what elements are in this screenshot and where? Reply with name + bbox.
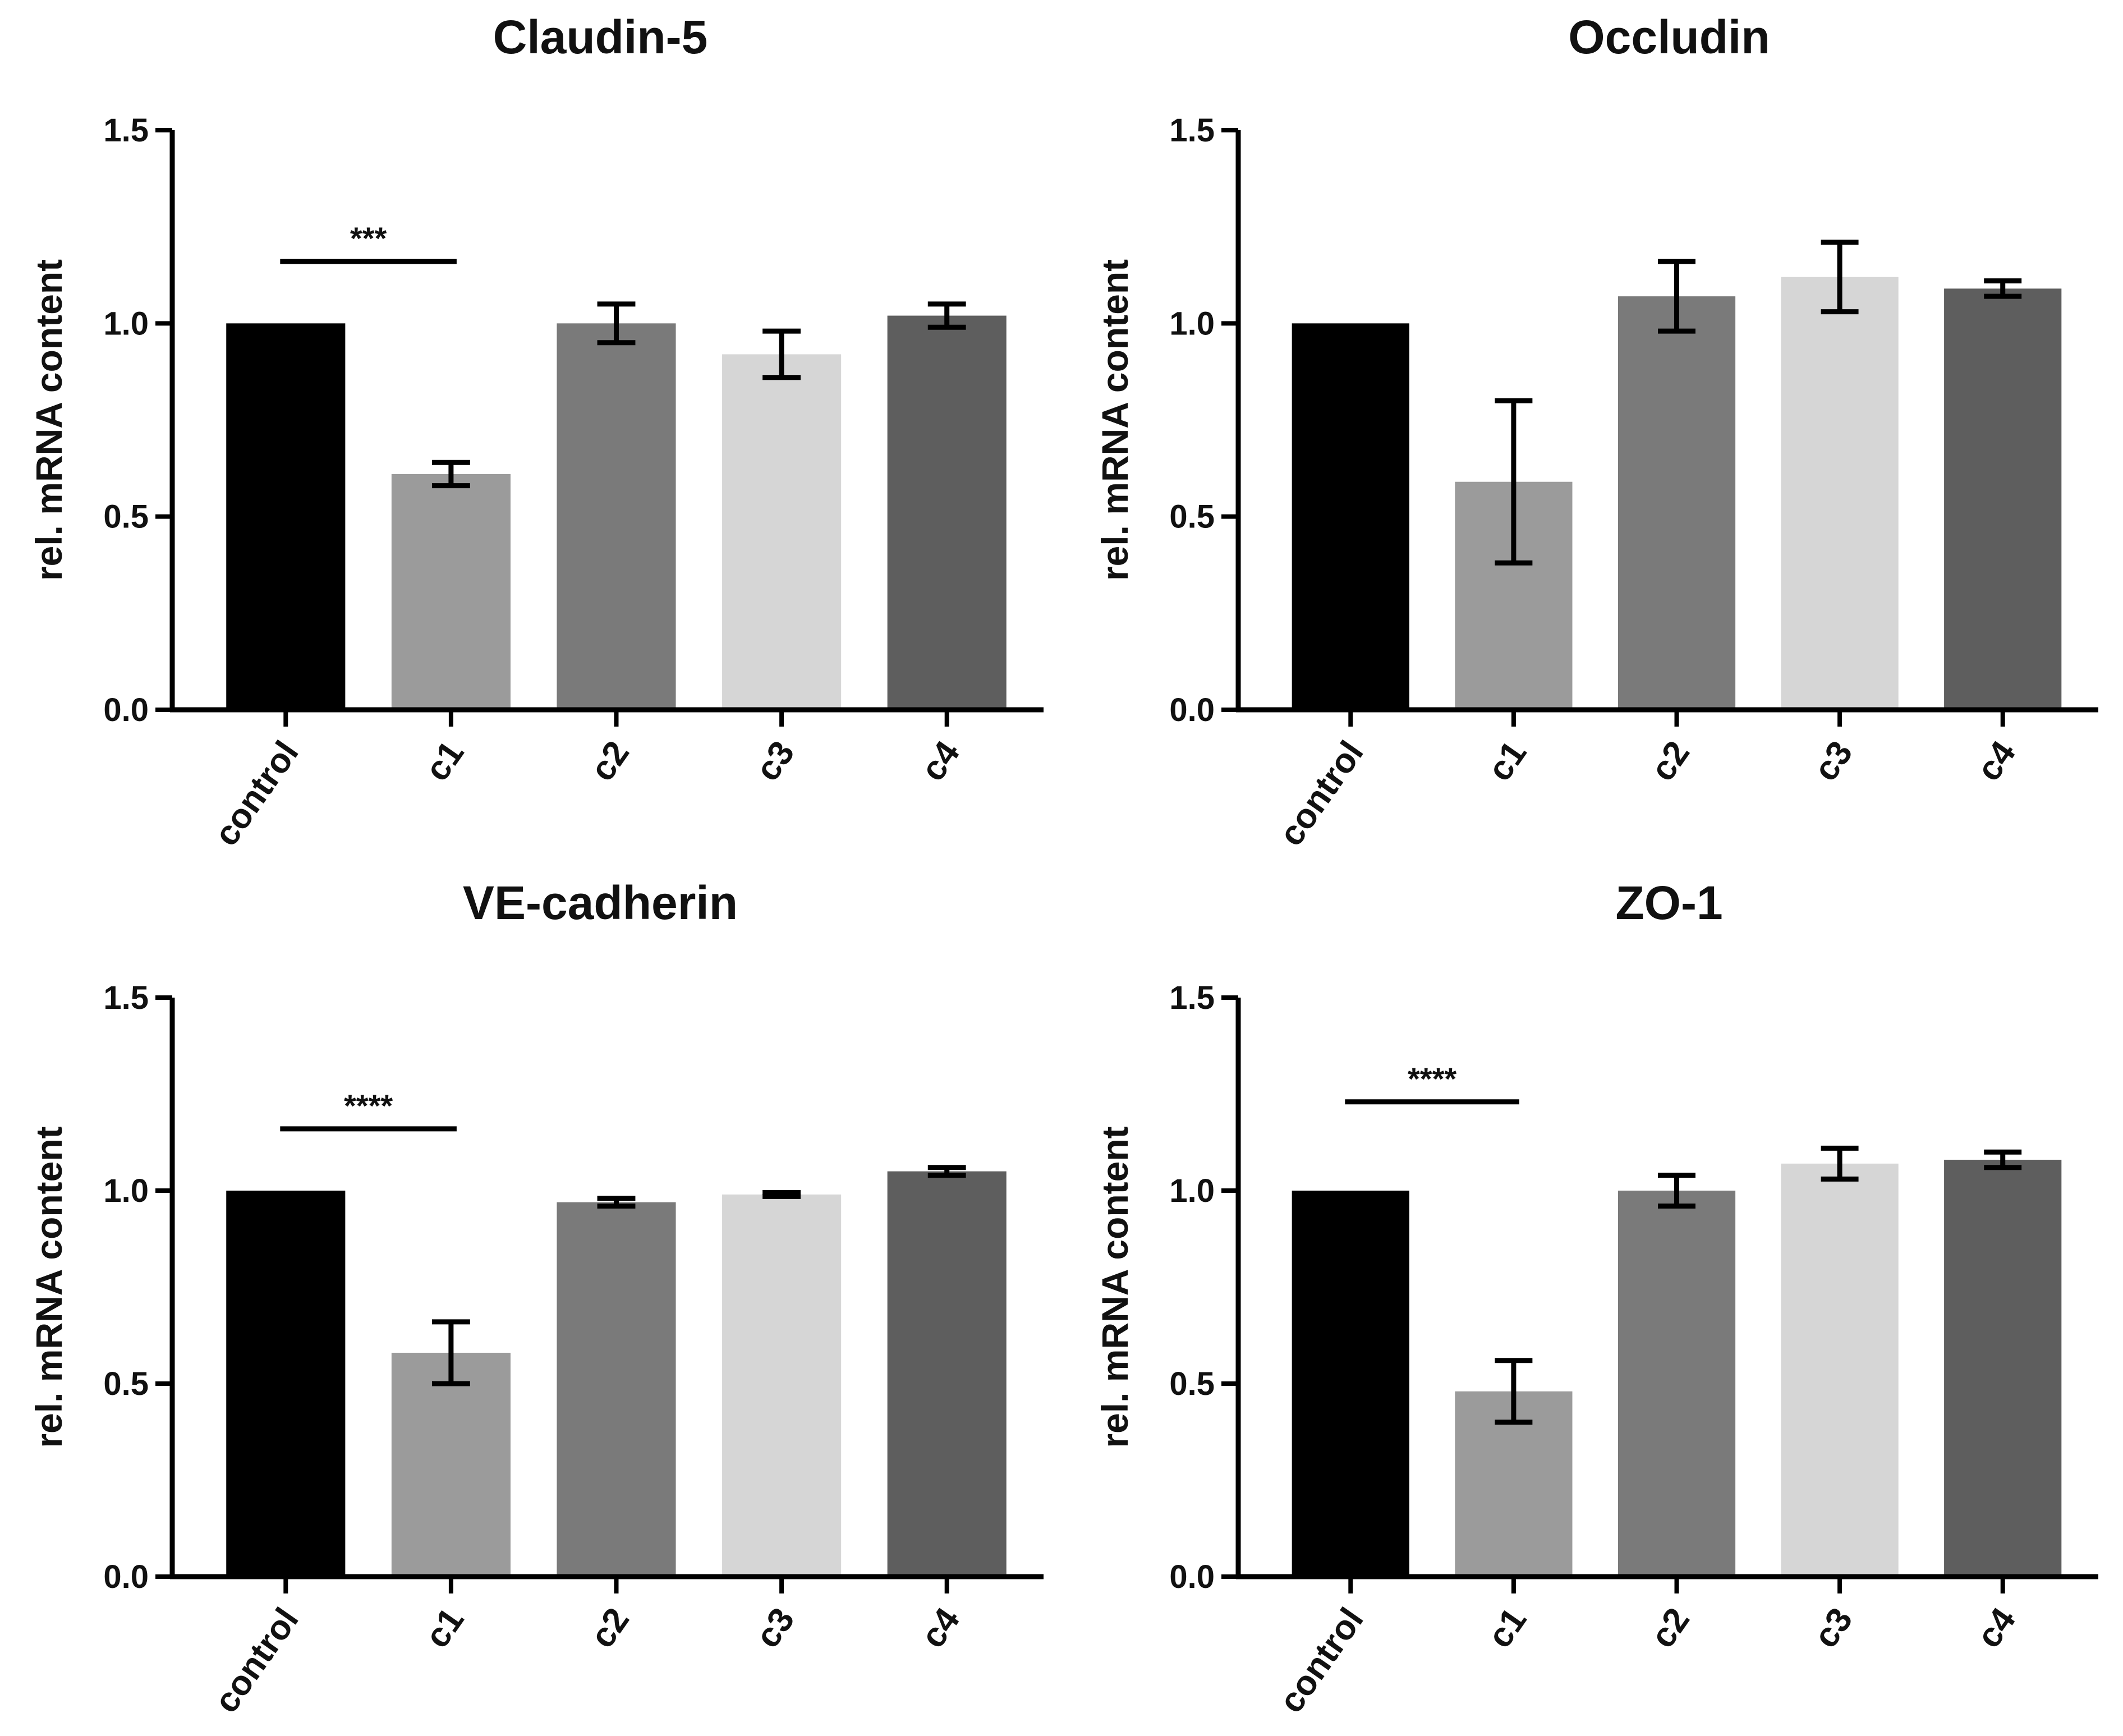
y-tick-label: 0.5	[103, 499, 149, 535]
y-tick-label: 0.0	[103, 1559, 149, 1595]
bar-control	[1292, 1191, 1409, 1577]
error-bar-c1	[1495, 1358, 1533, 1425]
y-axis-label: rel. mRNA content	[1094, 259, 1136, 581]
error-bar-c2	[1658, 1172, 1695, 1209]
y-tick-label: 1.5	[1169, 980, 1215, 1016]
y-axis-label: rel. mRNA content	[28, 1126, 70, 1448]
bar-c4	[1944, 1159, 2062, 1577]
error-bar-c2	[1658, 259, 1695, 334]
error-bar-c3	[1821, 1145, 1859, 1182]
x-tick-label: c1	[1480, 1601, 1534, 1655]
bar-c2	[1617, 296, 1736, 710]
x-tick-label: c1	[1480, 734, 1534, 788]
significance-label: ****	[344, 1088, 393, 1123]
error-bar-c2	[597, 1196, 636, 1209]
x-tick-label: c2	[1643, 1601, 1697, 1655]
bar-c1	[391, 1352, 511, 1577]
significance-label: ***	[350, 221, 387, 256]
y-tick-label: 1.0	[1169, 1173, 1215, 1209]
bar-c3	[722, 354, 842, 710]
y-tick-label: 1.5	[1169, 112, 1215, 149]
bar-c2	[557, 323, 676, 710]
chart-title: ZO-1	[1615, 876, 1722, 929]
y-axis-label: rel. mRNA content	[28, 259, 70, 581]
y-tick-label: 1.0	[103, 305, 149, 342]
bar-control	[226, 323, 346, 710]
y-tick-label: 0.5	[103, 1366, 149, 1402]
error-bar-c3	[762, 1190, 801, 1199]
chart-panel-4: ZO-1 rel. mRNA content 0.0 0.5 1.0 1.5 control…	[1094, 876, 2098, 1720]
x-tick-label: c3	[748, 734, 802, 788]
y-tick-label: 1.0	[1169, 305, 1215, 342]
chart-panel-1: Claudin-5 rel. mRNA content 0.0 0.5 1.0 1.5 co…	[28, 11, 1044, 853]
bar-c2	[557, 1202, 676, 1577]
x-tick-label: c2	[583, 734, 637, 788]
y-tick-label: 0.0	[103, 692, 149, 728]
x-tick-label: control	[1272, 734, 1371, 853]
chart-panel-3: VE-cadherin rel. mRNA content 0.0 0.5 1.0 1.5…	[28, 876, 1044, 1720]
x-tick-label: c4	[913, 1601, 967, 1655]
bar-c1	[391, 474, 511, 710]
bar-control	[1292, 323, 1409, 710]
bar-c3	[722, 1194, 842, 1577]
y-tick-label: 0.5	[1169, 1366, 1215, 1402]
bar-c4	[887, 315, 1007, 710]
y-tick-label: 1.5	[103, 980, 149, 1016]
error-bar-c3	[762, 328, 801, 380]
x-tick-label: control	[207, 1601, 306, 1720]
error-bar-c3	[1821, 240, 1859, 315]
x-tick-label: c2	[583, 1601, 637, 1655]
bar-c4	[887, 1171, 1007, 1577]
bar-c3	[1781, 277, 1899, 710]
y-axis-label: rel. mRNA content	[1094, 1126, 1136, 1448]
error-bar-c4	[927, 301, 966, 330]
error-bar-c1	[1495, 398, 1533, 566]
error-bar-c4	[1984, 1149, 2022, 1170]
chart-panel-2: Occludin rel. mRNA content 0.0 0.5 1.0 1.5 con…	[1094, 11, 2098, 853]
chart-title: Claudin-5	[493, 11, 708, 63]
chart-title: VE-cadherin	[463, 876, 738, 929]
bar-c4	[1944, 288, 2062, 710]
x-tick-label: c4	[1969, 734, 2023, 788]
chart-title: Occludin	[1568, 11, 1770, 63]
y-tick-label: 0.5	[1169, 499, 1215, 535]
error-bar-c2	[597, 301, 636, 346]
y-tick-label: 0.0	[1169, 1559, 1215, 1595]
error-bar-c4	[1984, 278, 2022, 299]
x-tick-label: c2	[1643, 734, 1697, 788]
significance-label: ****	[1408, 1061, 1456, 1096]
bar-c3	[1781, 1163, 1899, 1577]
x-tick-label: control	[1272, 1601, 1371, 1720]
error-bar-c4	[927, 1165, 966, 1178]
x-tick-label: c1	[417, 1601, 471, 1655]
bar-control	[226, 1191, 346, 1577]
y-tick-label: 1.5	[103, 112, 149, 149]
error-bar-c1	[431, 1319, 470, 1386]
error-bar-c1	[431, 460, 470, 489]
x-tick-label: c4	[913, 734, 967, 788]
y-tick-label: 1.0	[103, 1173, 149, 1209]
x-tick-label: c1	[417, 734, 471, 788]
x-tick-label: c3	[1806, 734, 1860, 788]
x-tick-label: control	[207, 734, 306, 853]
y-tick-label: 0.0	[1169, 692, 1215, 728]
x-tick-label: c3	[748, 1601, 802, 1655]
x-tick-label: c3	[1806, 1601, 1860, 1655]
bar-c2	[1617, 1191, 1736, 1577]
x-tick-label: c4	[1969, 1601, 2023, 1655]
